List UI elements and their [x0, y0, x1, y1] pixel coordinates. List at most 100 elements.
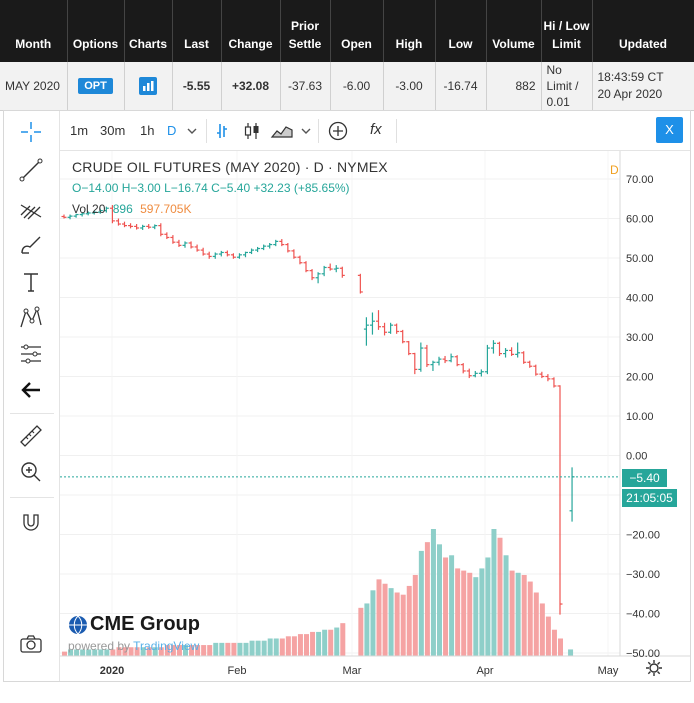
price-bar [152, 224, 158, 230]
interval-1m[interactable]: 1m [70, 123, 89, 138]
volume-bar [322, 629, 328, 656]
header-volume: Volume [486, 0, 542, 62]
crosshair-icon[interactable] [18, 119, 44, 145]
cell-open: -6.00 [330, 62, 384, 111]
volume-bar [370, 590, 376, 656]
toolbar-divider [318, 119, 319, 143]
header-options: Options [67, 0, 125, 62]
price-bar [255, 246, 261, 253]
price-bar [188, 241, 194, 249]
ruler-icon[interactable] [18, 423, 44, 449]
fib-tool-icon[interactable] [18, 195, 44, 221]
bar-style-icon[interactable] [214, 121, 234, 141]
close-button[interactable]: X [656, 117, 683, 143]
price-bar [412, 352, 418, 375]
price-bar [515, 342, 521, 358]
prediction-tool-icon[interactable] [18, 341, 44, 367]
price-bar [333, 265, 339, 273]
y-tick-label: 40.00 [626, 293, 654, 305]
price-bar [279, 239, 285, 247]
volume-bar [201, 645, 207, 656]
volume-bar [219, 642, 225, 656]
volume-bar [515, 572, 521, 656]
header-month: Month [0, 0, 68, 62]
ohlc-legend: O−14.00 H−3.00 L−16.74 C−5.40 +32.23 (+8… [72, 181, 350, 195]
trend-line-icon[interactable] [18, 157, 44, 183]
price-bars [60, 205, 620, 615]
interval-1h[interactable]: 1h [140, 123, 155, 138]
price-bar [363, 317, 369, 346]
header-open: Open [330, 0, 384, 62]
volume-label: Vol 20 [72, 202, 106, 216]
interval-d[interactable]: D [167, 123, 177, 138]
volume-bar [479, 568, 485, 656]
header-updated: Updated [592, 0, 694, 62]
volume-bar [170, 645, 176, 656]
camera-icon[interactable] [18, 631, 44, 657]
price-bar [339, 266, 345, 278]
pattern-tool-icon[interactable] [18, 305, 44, 331]
header-last: Last [172, 0, 222, 62]
powered-brand: TradingView [133, 639, 200, 653]
price-chart[interactable]: 70.00 60.00 50.00 40.00 30.00 20.00 10.00 0.00 −… [60, 151, 690, 681]
volume-bar [551, 629, 557, 656]
volume-bar [340, 623, 346, 656]
price-bar [79, 212, 85, 217]
chart-toolbar: 1m 30m 1h D fx X [60, 111, 690, 151]
y-tick-label: 30.00 [626, 332, 654, 344]
price-bar [533, 364, 539, 376]
arrow-left-icon[interactable] [18, 377, 44, 403]
volume-value-1: 896 [112, 202, 133, 216]
volume-bar [213, 642, 219, 656]
y-tick-label: 10.00 [626, 411, 654, 423]
price-bar [236, 253, 242, 259]
options-button[interactable]: OPT [78, 78, 113, 94]
volume-bar [539, 603, 545, 656]
gear-icon[interactable] [645, 659, 663, 677]
volume-bar [461, 570, 467, 656]
chevron-down-icon[interactable] [300, 125, 312, 137]
brush-icon[interactable] [18, 231, 44, 257]
price-axis: 70.00 60.00 50.00 40.00 30.00 20.00 10.00 0.00 −… [60, 151, 690, 660]
volume-bar [152, 647, 158, 656]
powered-by[interactable]: powered by TradingView [68, 639, 199, 653]
volume-bar [568, 649, 574, 656]
chart-title: CRUDE OIL FUTURES (MAY 2020) · D · NYMEX [72, 159, 388, 175]
header-change: Change [221, 0, 281, 62]
fx-button[interactable]: fx [370, 121, 382, 138]
zoom-in-icon[interactable] [18, 459, 44, 485]
toolbar-divider [206, 119, 207, 143]
add-indicator-icon[interactable] [328, 121, 348, 141]
interval-30m[interactable]: 30m [100, 123, 126, 138]
chart-button[interactable] [139, 77, 157, 95]
price-bar [85, 211, 91, 216]
volume-bar [310, 631, 316, 656]
price-bar [315, 272, 321, 284]
table-row: MAY 2020 OPT -5.55 +32.08 -37.63 -6.00 -… [0, 62, 694, 111]
chevron-down-icon[interactable] [186, 125, 198, 137]
chart-area[interactable]: 70.00 60.00 50.00 40.00 30.00 20.00 10.00 0.00 −… [60, 151, 690, 681]
magnet-icon[interactable] [18, 509, 44, 535]
cell-high: -3.00 [383, 62, 436, 111]
volume-bar [237, 642, 243, 656]
volume-bar [86, 649, 92, 656]
candles-style-icon[interactable] [242, 121, 262, 141]
text-tool-icon[interactable] [18, 269, 44, 295]
price-bar [545, 374, 551, 382]
price-bar [400, 329, 406, 344]
volume-bar [261, 640, 267, 656]
price-bar [382, 322, 388, 336]
drawing-toolbar [4, 111, 60, 681]
volume-bar [509, 570, 515, 656]
area-style-icon[interactable] [270, 121, 294, 141]
volume-bar [418, 550, 424, 656]
price-bar [285, 242, 291, 253]
volume-bar [430, 529, 436, 656]
volume-bar [128, 647, 134, 656]
tools-divider [10, 413, 54, 414]
price-bar [490, 340, 496, 354]
price-bar [140, 224, 146, 230]
y-tick-label: 70.00 [626, 174, 654, 186]
price-bar [376, 310, 381, 330]
